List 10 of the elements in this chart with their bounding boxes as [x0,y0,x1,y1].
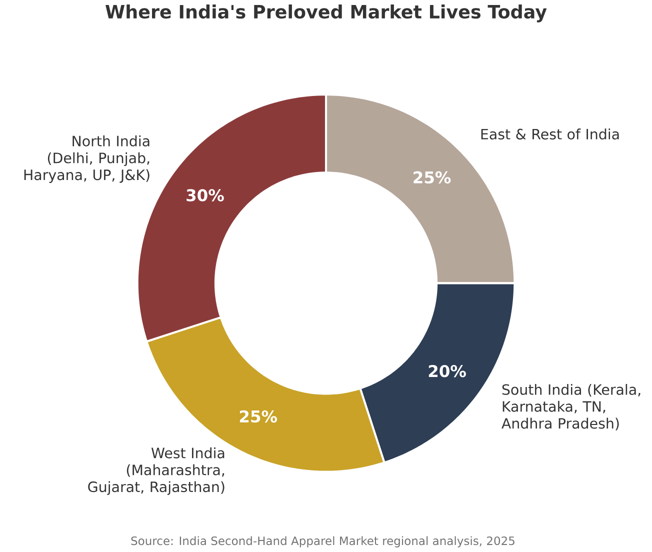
data-label: 25% [240,410,277,423]
data-label: 25% [414,171,451,184]
data-label: 20% [428,365,466,378]
slice-label: South India (Kerala, Karnataka, TN, Andhra Pradesh) [502,384,640,430]
slice-label: West India (Maharashtra, Gujarat, Rajasthan) [88,447,224,495]
data-label: 30% [186,189,224,202]
source-note: Source: India Second-Hand Apparel Market regional analysis, 2025 [131,536,514,548]
slice-label: East & Rest of India [481,128,619,140]
slice-label: North India (Delhi, Punjab, Haryana, UP, J&K) [24,135,150,184]
chart-title: Where India's Preloved Market Lives Today [106,4,547,22]
